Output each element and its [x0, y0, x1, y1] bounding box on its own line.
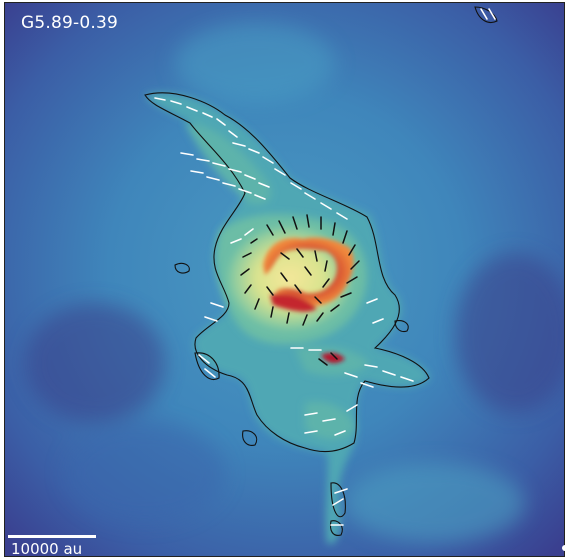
image-frame: G5.89-0.39 10000 au — [4, 2, 565, 557]
beam-marker — [562, 545, 568, 551]
scale-bar-label: 10000 au — [11, 540, 83, 557]
polarization-map — [5, 3, 564, 556]
polarization-vectors-inner — [240, 214, 360, 366]
peak-emission-ring — [263, 237, 354, 364]
source-label: G5.89-0.39 — [21, 13, 119, 33]
scale-bar — [8, 535, 96, 538]
polarization-vectors-outer — [154, 8, 496, 526]
intensity-contours — [144, 6, 498, 536]
